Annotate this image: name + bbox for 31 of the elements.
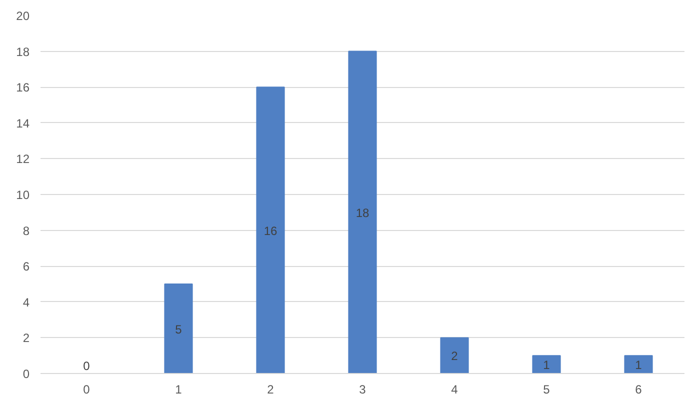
x-tick-label: 3 <box>359 382 366 396</box>
y-tick-label: 20 <box>16 9 30 23</box>
y-tick-label: 10 <box>16 188 30 202</box>
bar <box>256 86 285 374</box>
data-label: 18 <box>356 206 370 220</box>
data-label: 5 <box>175 322 182 336</box>
bar <box>164 284 193 374</box>
y-tick-label: 0 <box>22 367 30 381</box>
data-label: 0 <box>83 359 90 373</box>
y-tick-label: 2 <box>22 331 30 346</box>
x-tick-label: 1 <box>175 382 182 396</box>
bar <box>440 337 469 374</box>
y-tick-label: 16 <box>16 80 30 95</box>
y-tick-label: 14 <box>16 116 30 130</box>
data-label: 1 <box>635 358 642 372</box>
x-tick-label: 2 <box>267 382 274 396</box>
data-label: 1 <box>543 358 550 372</box>
y-tick-label: 8 <box>22 224 30 238</box>
y-tick-label: 6 <box>22 260 30 274</box>
bar <box>348 50 377 374</box>
y-tick-label: 18 <box>16 44 30 59</box>
bar <box>532 355 561 374</box>
data-label: 16 <box>264 224 278 238</box>
bar <box>624 355 653 374</box>
y-tick-label: 4 <box>22 295 30 310</box>
x-tick-label: 4 <box>451 382 458 396</box>
x-tick-label: 5 <box>543 382 550 396</box>
y-tick-label: 12 <box>16 152 30 166</box>
x-tick-label: 6 <box>635 382 642 396</box>
data-label: 2 <box>451 349 458 364</box>
x-tick-label: 0 <box>83 382 90 396</box>
